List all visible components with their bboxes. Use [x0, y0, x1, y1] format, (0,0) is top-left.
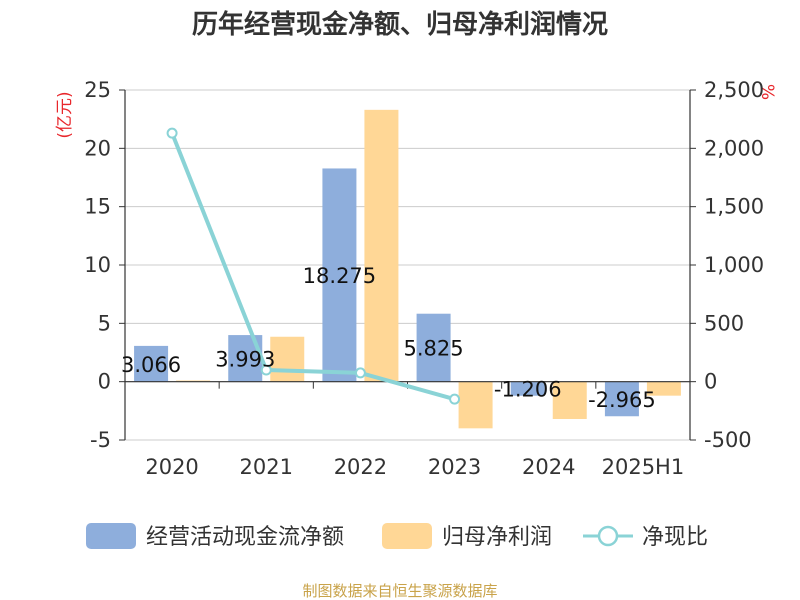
left-tick-label: 15 [84, 195, 111, 219]
line-cash-ratio [170, 132, 456, 402]
right-tick-label: 2,000 [704, 136, 764, 160]
x-tick-label: 2024 [522, 455, 575, 479]
bar-cashflow [322, 168, 357, 382]
right-tick-label: 1,000 [704, 253, 764, 277]
line-point [166, 127, 178, 139]
left-tick-label: 25 [84, 78, 111, 102]
legend-label-net-profit: 归母净利润 [442, 525, 552, 550]
data-label: 3.993 [215, 347, 275, 371]
legend-swatch-cashflow [86, 523, 136, 549]
axis-layer: -5 0 5 10 15 20 25 -500 0 500 1,000 1,500 2,000 2,500… [84, 78, 764, 479]
data-label: 3.066 [121, 353, 181, 377]
line-point [260, 364, 272, 376]
right-axis-unit: % [757, 84, 777, 100]
line-point [449, 393, 461, 405]
bar-net-profit [646, 381, 681, 396]
data-label: -1.206 [494, 378, 562, 402]
bar-layer [134, 109, 681, 429]
x-tick-label: 2022 [334, 455, 387, 479]
x-tick-label: 2021 [240, 455, 293, 479]
bar-net-profit [270, 336, 305, 382]
bar-net-profit [552, 381, 587, 419]
x-tick-label: 2020 [145, 455, 198, 479]
bar-cashflow [510, 381, 545, 396]
legend-swatch-marker [597, 525, 619, 547]
bar-net-profit [458, 381, 493, 429]
right-tick-label: -500 [704, 428, 752, 452]
left-tick-label: 20 [84, 136, 111, 160]
x-tick-label: 2025H1 [602, 455, 685, 479]
bar-cashflow [604, 381, 639, 417]
right-tick-label: 0 [704, 370, 717, 394]
bar-cashflow [134, 345, 169, 382]
left-tick-label: 5 [98, 311, 111, 335]
right-tick-label: 1,500 [704, 195, 764, 219]
data-label: 5.825 [404, 337, 464, 361]
label-layer: 3.066 3.993 18.275 5.825 -1.206 -2.965 [121, 264, 656, 412]
source-note: 制图数据来自恒生聚源数据库 [302, 582, 497, 600]
legend-swatch-net-profit [382, 523, 432, 549]
bar-cashflow [416, 313, 451, 382]
x-tick-label: 2023 [428, 455, 481, 479]
left-tick-label: 0 [98, 370, 111, 394]
right-tick-label: 2,500 [704, 78, 764, 102]
data-label: 18.275 [303, 264, 376, 288]
legend-label-cashflow: 经营活动现金流净额 [146, 525, 344, 550]
right-tick-label: 500 [704, 311, 744, 335]
data-label: -2.965 [588, 388, 656, 412]
line-layer [166, 127, 461, 405]
left-tick-label: 10 [84, 253, 111, 277]
left-tick-label: -5 [90, 428, 111, 452]
bar-net-profit [364, 109, 399, 382]
line-point [354, 367, 366, 379]
legend: 经营活动现金流净额 归母净利润 净现比 [86, 523, 708, 550]
legend-label-cash-ratio: 净现比 [642, 525, 708, 550]
chart-title: 历年经营现金净额、归母净利润情况 [192, 9, 608, 40]
left-axis-unit: (亿元) [55, 91, 75, 138]
